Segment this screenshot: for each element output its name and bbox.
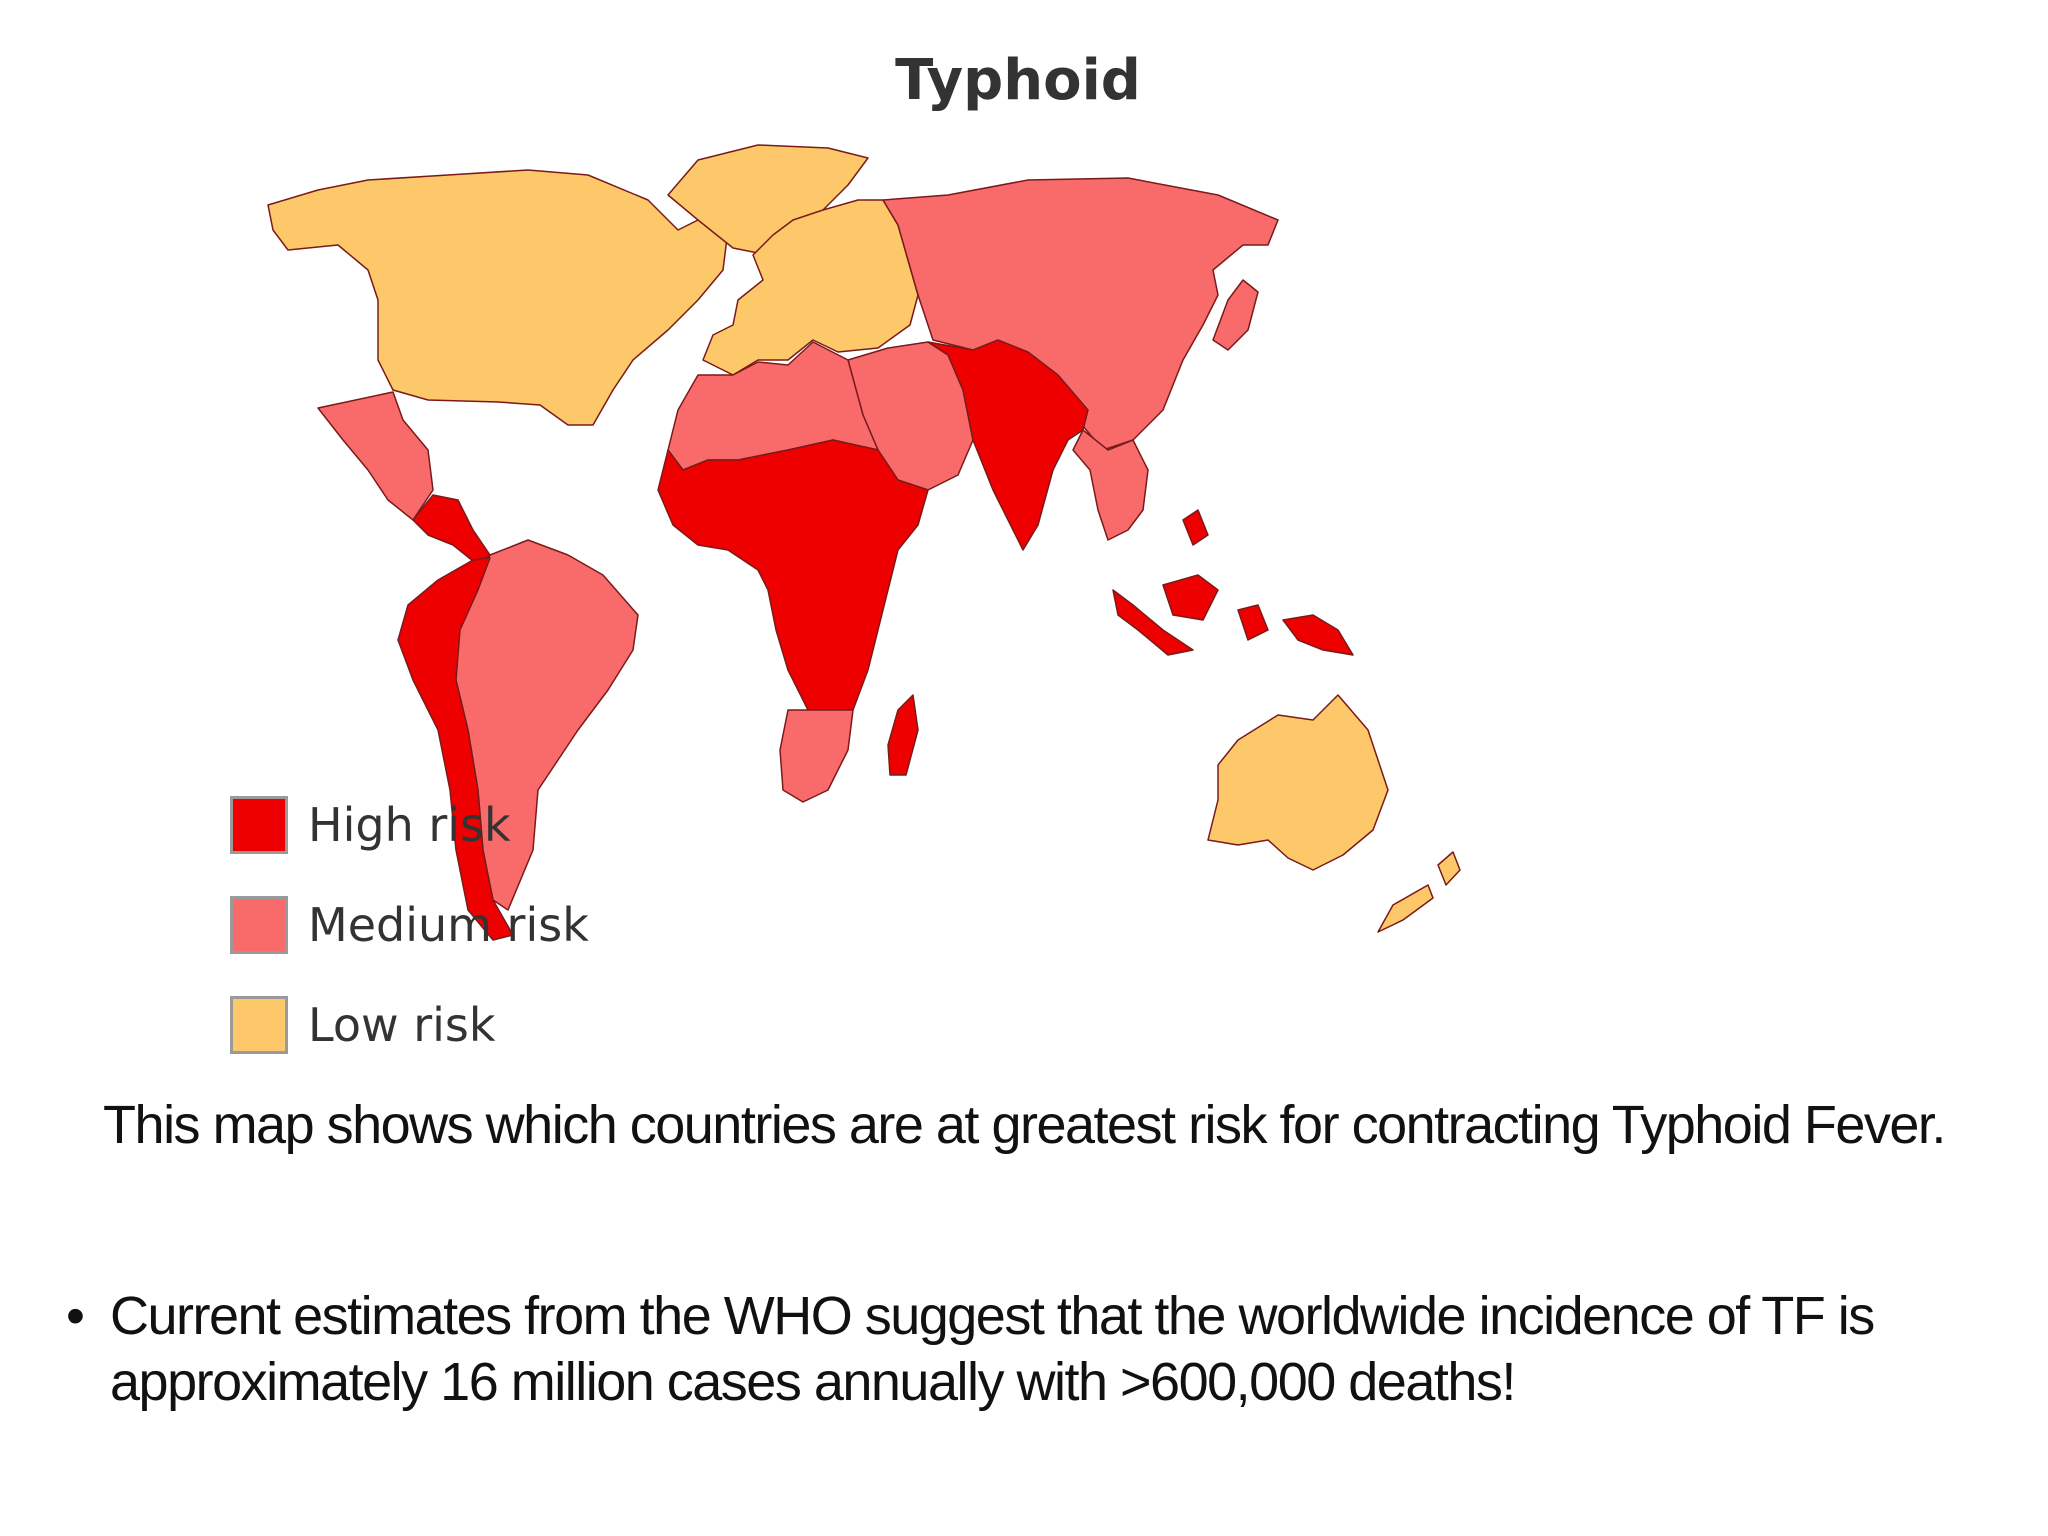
region-southern-africa: [779, 709, 854, 803]
legend-label: Medium risk: [308, 898, 589, 952]
typhoid-risk-map: Typhoid High risk Medium risk Low risk: [228, 30, 1808, 1070]
region-new-zealand: [1377, 851, 1461, 933]
region-central-america: [412, 494, 491, 566]
world-map: [267, 144, 1461, 941]
legend-swatch-high-risk: [230, 796, 288, 854]
region-south-asia: [927, 339, 1089, 551]
legend-item-high-risk: High risk: [228, 775, 589, 875]
bullet-dot-icon: •: [66, 1286, 85, 1346]
legend-swatch-low-risk: [230, 996, 288, 1054]
region-mexico: [317, 391, 434, 521]
map-title: Typhoid: [895, 48, 1141, 113]
region-southeast-asia: [1072, 429, 1149, 541]
region-north-america: [267, 169, 729, 426]
map-legend: High risk Medium risk Low risk: [228, 775, 589, 1075]
map-caption: This map shows which countries are at gr…: [103, 1095, 1946, 1155]
region-sub-saharan-africa: [657, 439, 929, 711]
region-greenland: [667, 144, 869, 256]
region-indonesia-png: [1112, 509, 1354, 656]
legend-label: Low risk: [308, 998, 496, 1052]
region-australia: [1207, 694, 1389, 871]
region-madagascar: [887, 694, 919, 776]
legend-item-low-risk: Low risk: [228, 975, 589, 1075]
legend-item-medium-risk: Medium risk: [228, 875, 589, 975]
legend-label: High risk: [308, 798, 511, 852]
bullet-text: Current estimates from the WHO suggest t…: [110, 1286, 1875, 1412]
region-russia-east-asia: [882, 177, 1279, 451]
legend-swatch-medium-risk: [230, 896, 288, 954]
bullet-point: • Current estimates from the WHO suggest…: [66, 1283, 1996, 1415]
region-japan: [1212, 279, 1259, 351]
region-south-america-west: [397, 557, 514, 941]
